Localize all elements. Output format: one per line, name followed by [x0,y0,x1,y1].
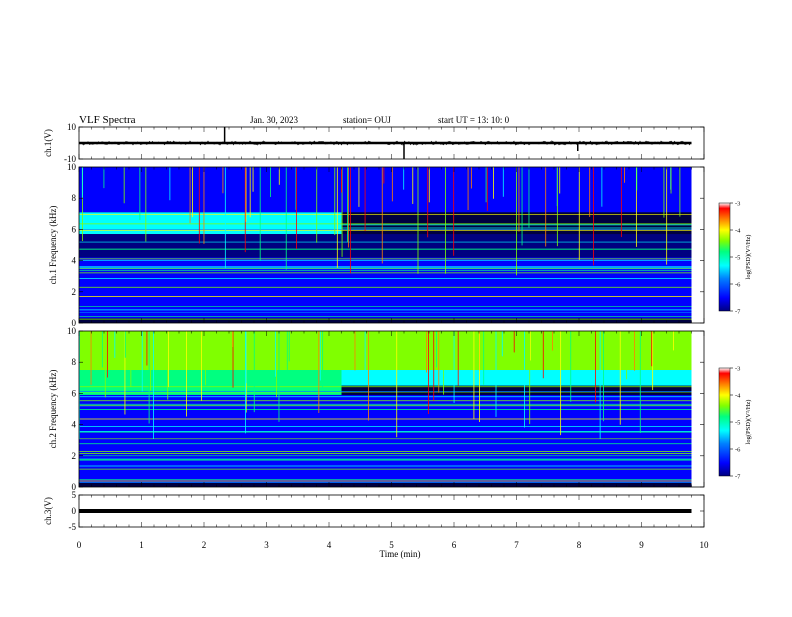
y-tick-label: 6 [72,224,77,234]
y-tick-label: 8 [72,193,77,203]
y-tick-label: 2 [72,287,77,297]
x-tick-label: 8 [577,540,582,550]
y-tick-label: 0 [72,482,77,492]
x-tick-label: 4 [327,540,332,550]
y-tick-label: -10 [64,154,76,164]
ch2-spectrogram-ylabel: ch.2 Frequency (kHz) [48,370,58,449]
ch1-waveform-panel: 10 -10 [64,122,705,164]
spectrogram-band [79,167,692,213]
ch3-waveform-panel: 5 0 -5 [69,490,705,532]
time-axis-label: Time (min) [380,549,421,559]
spectrogram-band [79,331,692,370]
y-tick-label: 10 [67,326,77,336]
y-tick-label: 5 [72,490,77,500]
header-station: station= OUJ [343,115,391,125]
header-start-ut: start UT = 13: 10: 0 [438,115,510,125]
x-tick-label: 0 [77,540,82,550]
colorbar-tick-label: -4 [735,228,741,235]
y-tick-label: 8 [72,357,77,367]
ch1-colorbar: -3 -4 -5 -6 -7 log(PSD)(V²/Hz) [718,201,752,316]
spectrogram-band [79,234,692,258]
y-tick-label: 6 [72,388,77,398]
x-tick-label: 9 [639,540,644,550]
y-tick-label: 4 [72,420,77,430]
colorbar-tick-label: -5 [735,420,740,427]
colorbar-tick-label: -6 [735,447,741,454]
time-axis-ticks: 0 1 2 3 4 5 6 7 8 9 10 [77,540,709,550]
colorbar-tick-label: -3 [735,366,740,373]
ch1-colorbar-label: log(PSD)(V²/Hz) [745,235,752,280]
ch1-spectrogram-ylabel: ch.1 Frequency (kHz) [48,206,58,285]
ch1-waveform-ylabel: ch.1(V) [43,129,53,157]
spectrogram-band [79,370,342,395]
ch1-colorbar-gradient [718,202,731,312]
ch2-spectrogram-panel: 0 2 4 6 8 10 [67,326,705,492]
x-tick-label: 3 [264,540,269,550]
ch1-spectrogram-panel: 0 2 4 6 8 10 [67,162,705,328]
colorbar-tick-label: -4 [735,393,741,400]
x-tick-label: 5 [389,540,394,550]
colorbar-tick-label: -7 [735,309,741,316]
spectrogram-band [79,212,342,235]
x-tick-label: 6 [452,540,457,550]
colorbar-tick-label: -3 [735,201,740,208]
ch2-colorbar-gradient [718,367,731,477]
x-tick-label: 1 [139,540,144,550]
y-tick-label: 2 [72,451,77,461]
header-date: Jan. 30, 2023 [250,115,298,125]
colorbar-tick-label: -7 [735,474,741,481]
colorbar-tick-label: -5 [735,255,740,262]
y-tick-label: 10 [67,162,77,172]
colorbar-tick-label: -6 [735,282,741,289]
ch2-colorbar: -3 -4 -5 -6 -7 log(PSD)(V²/Hz) [718,366,752,481]
y-tick-label: 0 [72,318,77,328]
spectrogram-band [341,370,692,386]
x-tick-label: 7 [514,540,519,550]
ch2-colorbar-label: log(PSD)(V²/Hz) [745,400,752,445]
y-tick-label: -5 [69,522,77,532]
x-tick-label: 2 [202,540,207,550]
y-tick-label: 4 [72,256,77,266]
y-tick-label: 0 [72,506,77,516]
x-tick-label: 10 [700,540,710,550]
ch3-waveform-ylabel: ch.3(V) [43,497,53,525]
figure-title: VLF Spectra [79,114,136,126]
waveform-noise [78,140,692,146]
y-tick-label: 10 [67,122,77,132]
